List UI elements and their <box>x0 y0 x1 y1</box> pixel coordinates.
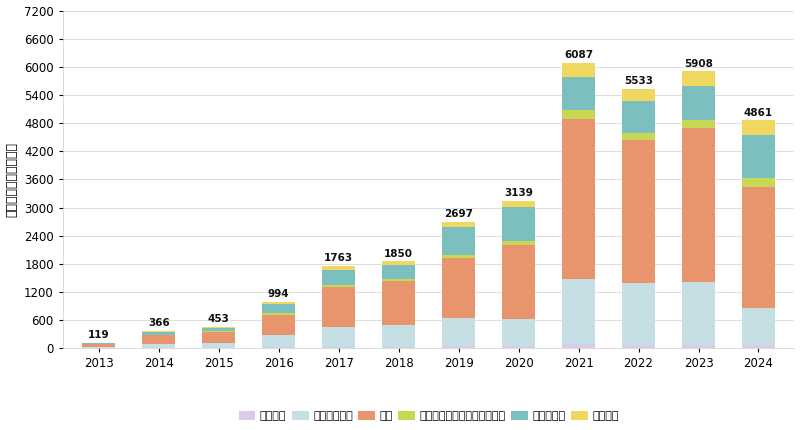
Text: 119: 119 <box>88 330 110 340</box>
Text: 5533: 5533 <box>624 76 653 86</box>
Bar <box>382 279 415 281</box>
Bar <box>82 343 115 344</box>
Text: 5908: 5908 <box>684 58 713 68</box>
Text: 6087: 6087 <box>564 50 593 60</box>
Text: 1763: 1763 <box>324 253 354 263</box>
Bar <box>322 270 355 285</box>
Bar <box>442 346 475 348</box>
Bar <box>682 282 715 345</box>
Bar <box>382 347 415 348</box>
Bar <box>622 283 655 345</box>
Bar <box>322 287 355 327</box>
Bar <box>82 347 115 348</box>
Y-axis label: 発行素額（億米ドル）: 発行素額（億米ドル） <box>6 142 18 217</box>
Bar <box>442 255 475 258</box>
Legend: アフリカ, アジア太平洋, 欧州, ラテンアメリカ・カリブ諸国, 北アメリカ, 国際機関: アフリカ, アジア太平洋, 欧州, ラテンアメリカ・カリブ諸国, 北アメリカ, … <box>234 406 623 425</box>
Bar <box>142 332 175 335</box>
Bar <box>682 71 715 86</box>
Bar <box>682 345 715 348</box>
Bar <box>442 222 475 227</box>
Bar <box>382 281 415 326</box>
Text: 1850: 1850 <box>384 249 413 259</box>
Bar <box>142 344 175 348</box>
Bar <box>622 139 655 283</box>
Text: 366: 366 <box>148 319 170 329</box>
Bar <box>562 344 595 348</box>
Bar <box>622 89 655 101</box>
Bar <box>442 227 475 255</box>
Text: 3139: 3139 <box>504 188 533 198</box>
Bar <box>202 343 235 348</box>
Bar <box>502 207 535 241</box>
Bar <box>682 128 715 282</box>
Bar <box>322 266 355 270</box>
Bar <box>262 313 295 315</box>
Bar <box>202 332 235 343</box>
Text: 994: 994 <box>268 289 290 299</box>
Bar <box>262 304 295 313</box>
Bar <box>382 261 415 265</box>
Bar <box>322 347 355 348</box>
Bar <box>442 258 475 318</box>
Bar <box>622 345 655 348</box>
Bar <box>562 111 595 120</box>
Bar <box>262 335 295 347</box>
Bar <box>742 178 775 187</box>
Bar <box>502 201 535 207</box>
Bar <box>502 346 535 348</box>
Bar <box>742 345 775 348</box>
Bar <box>742 135 775 178</box>
Bar <box>322 285 355 287</box>
Bar <box>502 245 535 319</box>
Text: 453: 453 <box>208 314 230 324</box>
Bar <box>622 133 655 139</box>
Bar <box>502 241 535 245</box>
Bar <box>562 77 595 111</box>
Bar <box>442 318 475 346</box>
Bar <box>202 328 235 332</box>
Bar <box>742 120 775 135</box>
Bar <box>562 120 595 279</box>
Bar <box>382 265 415 279</box>
Bar <box>142 331 175 332</box>
Bar <box>82 344 115 347</box>
Bar <box>322 327 355 347</box>
Bar <box>382 326 415 347</box>
Bar <box>502 319 535 346</box>
Bar <box>142 335 175 344</box>
Bar <box>262 347 295 348</box>
Bar <box>682 120 715 128</box>
Text: 2697: 2697 <box>444 209 473 219</box>
Bar <box>682 86 715 120</box>
Bar <box>262 315 295 335</box>
Text: 4861: 4861 <box>744 108 773 118</box>
Bar <box>262 301 295 304</box>
Bar <box>742 308 775 345</box>
Bar <box>562 279 595 344</box>
Bar <box>202 327 235 328</box>
Bar <box>742 187 775 308</box>
Bar <box>562 63 595 77</box>
Bar <box>622 101 655 133</box>
